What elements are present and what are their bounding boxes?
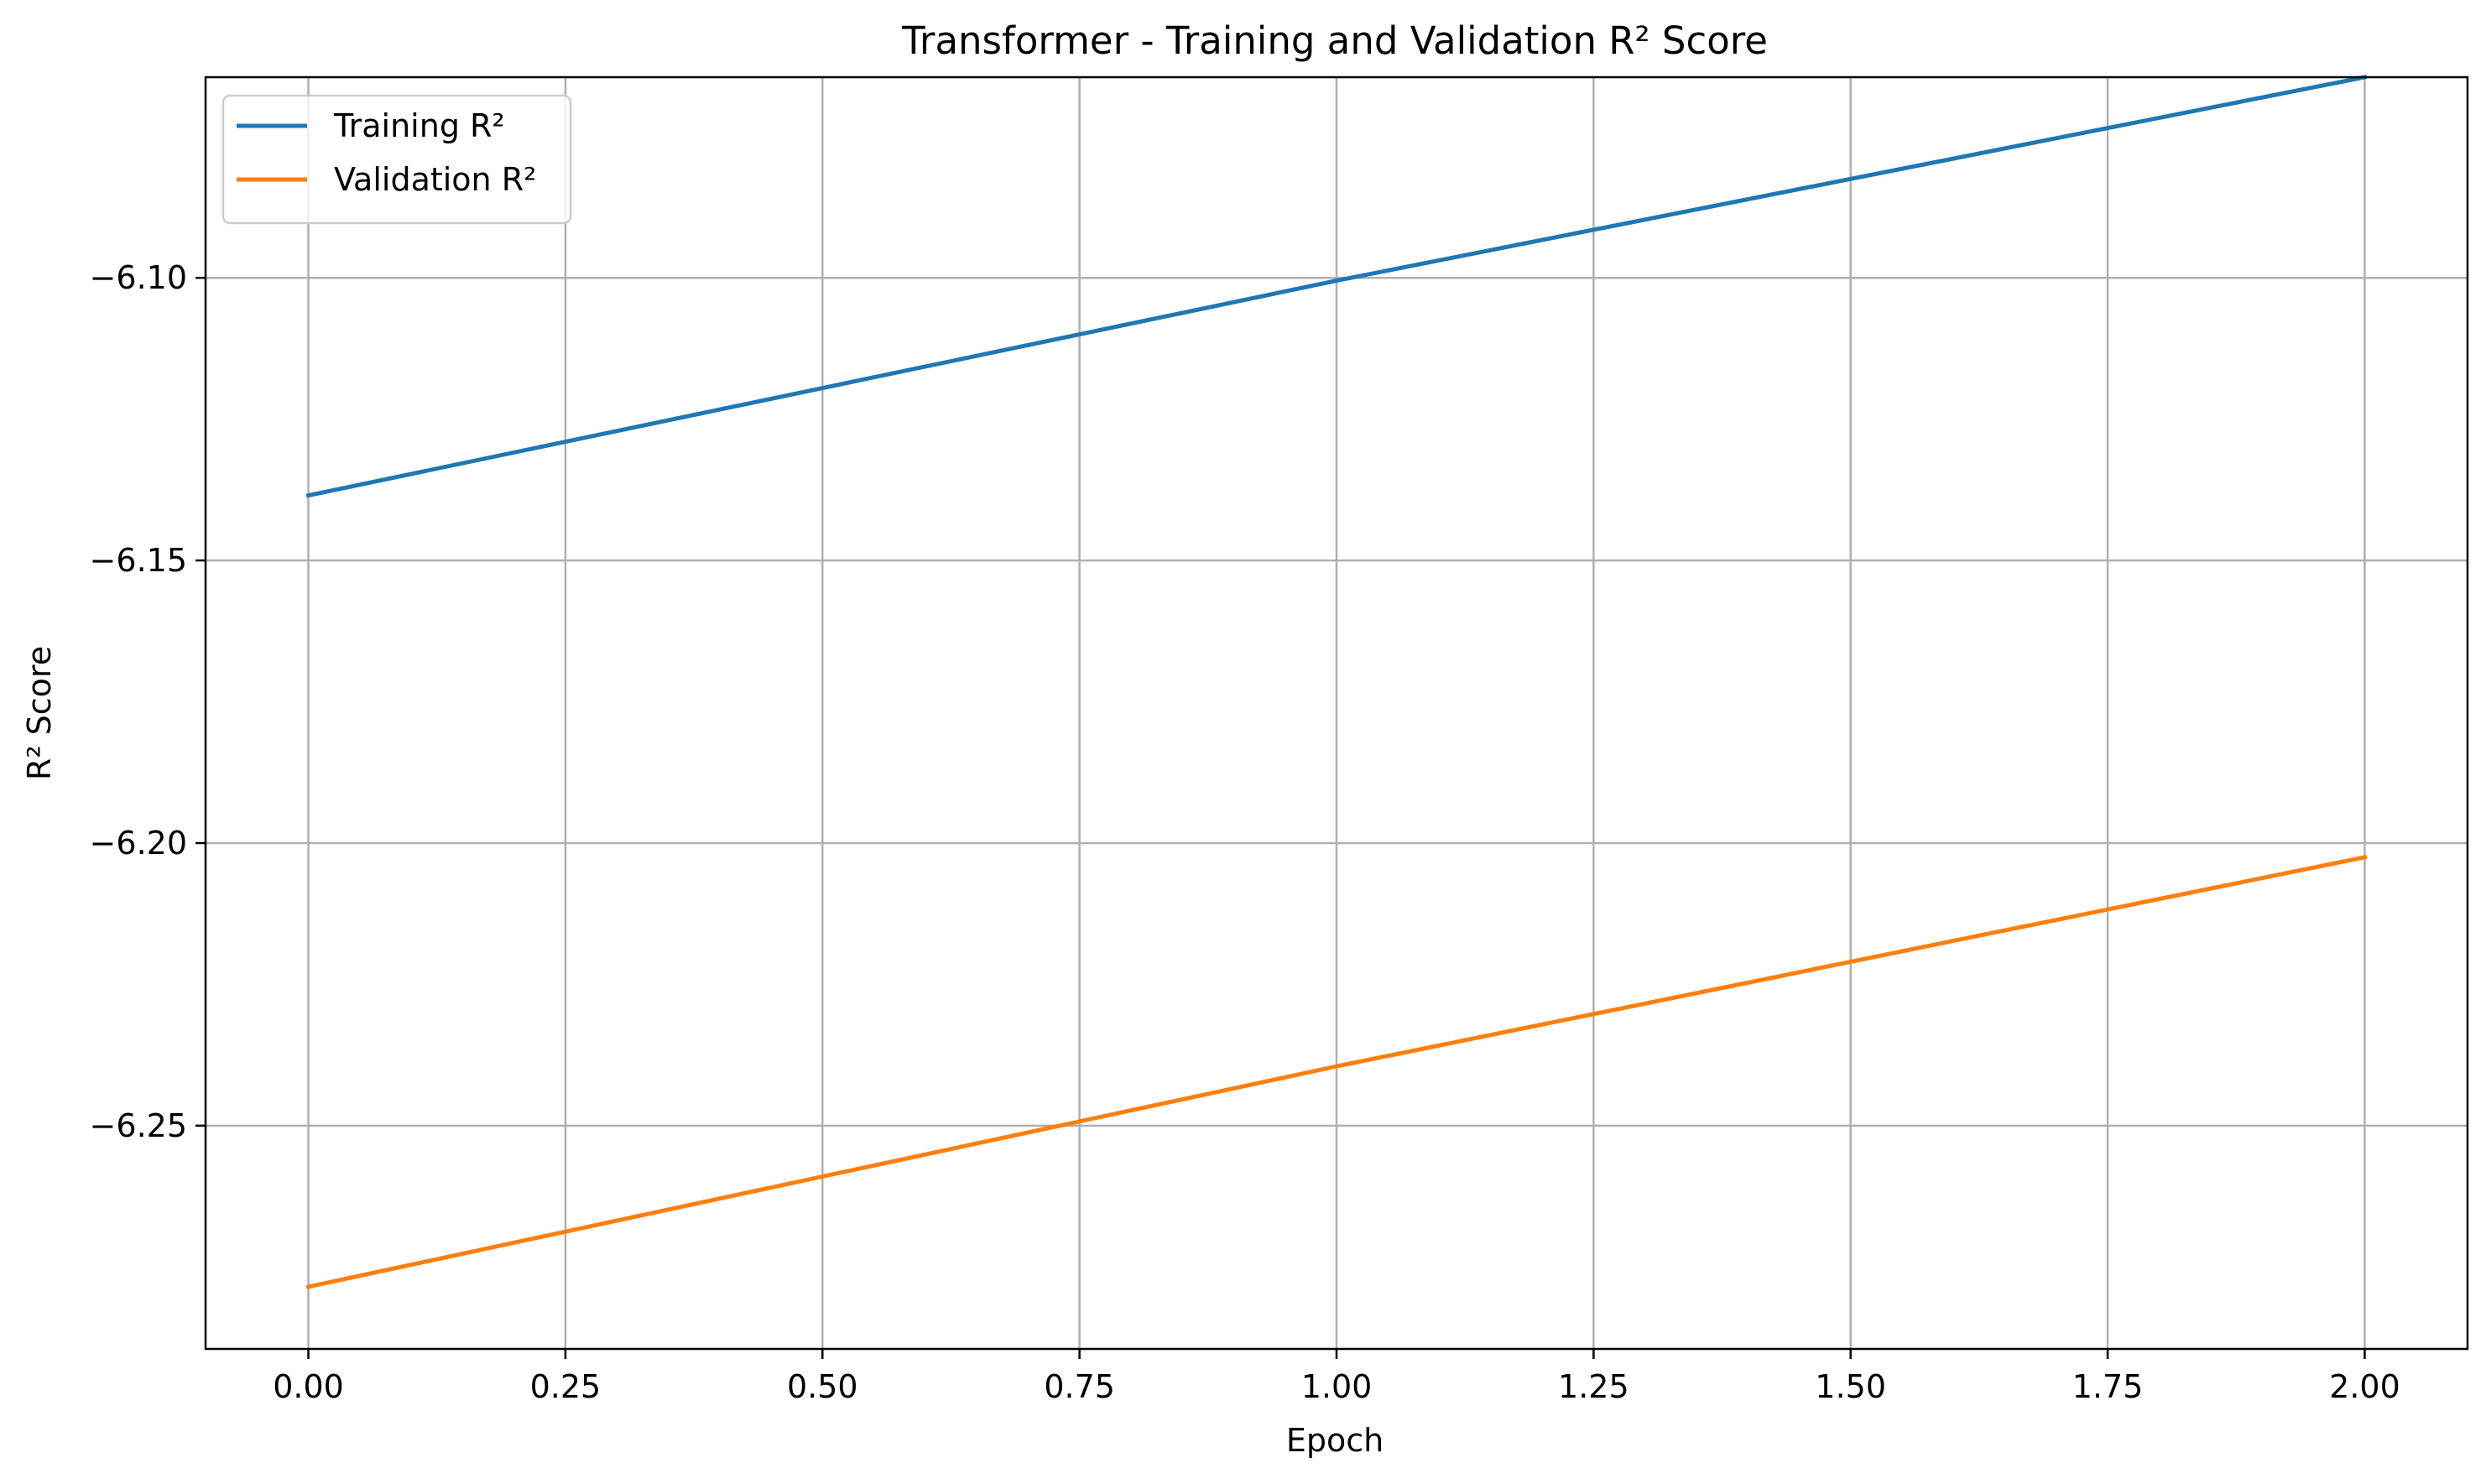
x-tick-label: 0.75	[1044, 1368, 1115, 1405]
x-tick-label: 2.00	[2329, 1368, 2400, 1405]
legend-label-training-r: Training R²	[333, 107, 505, 144]
x-tick-label: 1.25	[1558, 1368, 1629, 1405]
tick-layer: 0.00 0.25 0.50 0.75 1.00 1.25 1.50 1.75 2.00 −6.1…	[90, 259, 2400, 1405]
x-tick-label: 1.00	[1301, 1368, 1373, 1405]
x-tick-label: 0.50	[787, 1368, 858, 1405]
x-tick-label: 1.75	[2072, 1368, 2144, 1405]
grid-layer	[206, 77, 2468, 1349]
y-axis-label: R² Score	[21, 646, 58, 780]
legend-label-validation-r: Validation R²	[334, 161, 536, 198]
x-axis-label: Epoch	[1286, 1422, 1384, 1459]
y-tick-label: −6.15	[90, 542, 187, 579]
x-tick-label: 0.00	[273, 1368, 344, 1405]
legend-box	[221, 94, 572, 225]
series-layer	[305, 75, 2368, 1289]
x-tick-label: 0.25	[530, 1368, 602, 1405]
legend: Training R² Validation R²	[221, 94, 572, 225]
y-tick-label: −6.10	[90, 259, 187, 296]
series-line-validation-r	[305, 854, 2368, 1289]
x-tick-label: 1.50	[1815, 1368, 1886, 1405]
y-tick-label: −6.20	[90, 825, 187, 862]
chart-title: Transformer - Training and Validation R²…	[901, 18, 1768, 63]
series-line-training-r	[305, 75, 2368, 498]
y-tick-label: −6.25	[90, 1107, 187, 1144]
